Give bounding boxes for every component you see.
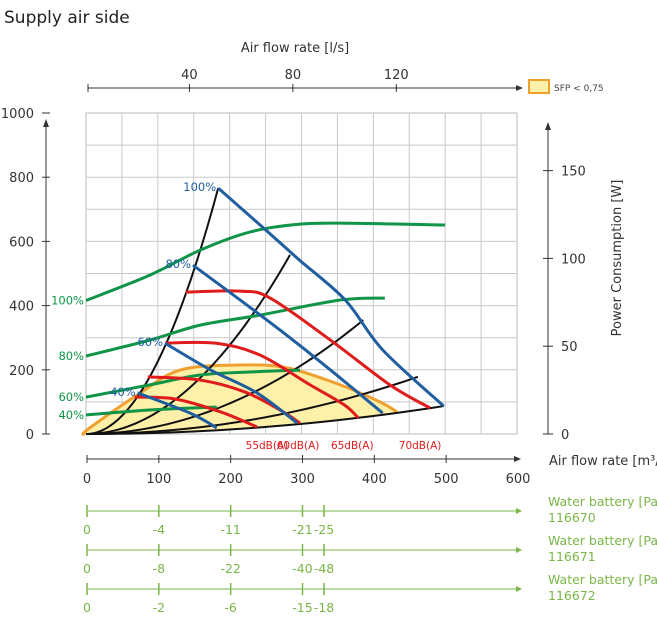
x-axis-label: Air flow rate [m³/h]	[549, 454, 657, 469]
water-battery-tick-label: -18	[314, 600, 334, 615]
water-battery-tick-label: -48	[314, 561, 334, 576]
x-axis-tick-label: 100	[146, 472, 171, 487]
water-battery-tick-label: -15	[292, 600, 312, 615]
sound-curve-label: 60dB(A)	[277, 440, 320, 452]
top-axis-arrow	[516, 85, 523, 91]
water-battery-axis-arrow	[516, 508, 522, 514]
sound-curve	[185, 289, 431, 410]
fan-curve	[164, 341, 299, 425]
left-axis-tick-label: 200	[9, 364, 34, 379]
water-battery-model: 116671	[548, 549, 596, 564]
fan-curve-label: 60%	[137, 335, 163, 349]
x-axis-tick-label: 400	[362, 472, 387, 487]
legend-swatch-sfp	[528, 79, 550, 94]
water-battery-axis-arrow	[516, 547, 522, 553]
left-axis-tick-label: 400	[9, 300, 34, 315]
fan-curve-label: 100%	[183, 180, 216, 194]
right-axis-tick-label: 50	[561, 340, 578, 355]
left-axis-arrow	[43, 119, 49, 127]
system-curve	[85, 405, 444, 435]
fan-curve	[137, 391, 218, 430]
water-battery-tick-label: 0	[83, 522, 91, 537]
top-axis-tick-label: 80	[285, 68, 302, 83]
right-axis-tick-label: 0	[561, 428, 569, 443]
fan-curve	[192, 263, 384, 415]
axes: 0 200 400 600 800 1000 0 50 100 150 40 80 120 0 100 200…	[1, 68, 657, 615]
left-axis-tick-label: 1000	[1, 107, 34, 122]
power-curve-label: 40%	[58, 408, 84, 422]
x-axis-arrow	[514, 456, 521, 462]
sound-curve-label: 55dB(A)	[246, 440, 289, 452]
sound-curve-label: 65dB(A)	[331, 440, 374, 452]
water-battery-tick-label: -21	[292, 522, 312, 537]
chart-title: Supply air side	[4, 8, 130, 28]
water-battery-tick-label: -2	[153, 600, 165, 615]
power-curve-label: 80%	[58, 349, 84, 363]
x-axis-tick-label: 200	[218, 472, 243, 487]
water-battery-tick-label: -6	[224, 600, 237, 615]
water-battery-model: 116670	[548, 510, 596, 525]
water-battery-tick-label: -8	[153, 561, 166, 576]
right-axis-tick-label: 150	[561, 165, 586, 180]
water-battery-tick-label: -22	[220, 561, 240, 576]
fan-curve-label: 40%	[110, 385, 136, 399]
water-battery-label: Water battery [Pa]	[548, 533, 657, 548]
power-curve	[85, 221, 446, 302]
top-axis-label: Air flow rate [l/s]	[241, 41, 349, 56]
sound-curve-label: 70dB(A)	[399, 440, 442, 452]
sound-curve	[164, 340, 360, 420]
left-axis-tick-label: 800	[9, 171, 34, 186]
power-curve-label: 60%	[58, 390, 84, 404]
x-axis-tick-label: 0	[83, 472, 91, 487]
water-battery-tick-label: 0	[83, 561, 91, 576]
system-curve	[85, 319, 364, 435]
system-curve	[85, 254, 291, 435]
fan-curve	[217, 186, 445, 408]
water-battery-tick-label: -25	[314, 522, 334, 537]
water-battery-label: Water battery [Pa]	[548, 572, 657, 587]
x-axis-tick-label: 600	[506, 472, 531, 487]
system-curve	[85, 187, 220, 435]
left-axis-tick-label: 0	[26, 428, 34, 443]
power-curve	[85, 368, 301, 399]
fan-curve-label: 80%	[165, 257, 191, 271]
water-battery-label: Water battery [Pa]	[548, 494, 657, 509]
power-curve-label: 100%	[51, 294, 84, 308]
sfp-boundary	[81, 363, 398, 436]
water-battery-axis-arrow	[516, 586, 522, 592]
right-axis-tick-label: 100	[561, 252, 586, 267]
water-battery-tick-label: -4	[153, 522, 166, 537]
water-battery-tick-label: 0	[83, 600, 91, 615]
left-axis-tick-label: 600	[9, 235, 34, 250]
water-battery-model: 116672	[548, 588, 596, 603]
legend-label-sfp: SFP < 0,75	[554, 84, 604, 94]
x-axis-tick-label: 300	[290, 472, 315, 487]
water-battery-tick-label: -11	[220, 522, 240, 537]
x-axis-tick-label: 500	[434, 472, 459, 487]
top-axis-tick-label: 120	[384, 68, 409, 83]
right-axis-label: Power Consumption [W]	[610, 180, 625, 337]
power-curve	[85, 405, 217, 417]
water-battery-tick-label: -40	[292, 561, 312, 576]
right-axis-arrow	[545, 122, 551, 130]
top-axis-tick-label: 40	[181, 68, 198, 83]
power-curve	[85, 296, 385, 358]
curves: 100% 80% 60% 40% 55dB(A)60dB(A) 65dB(A) 70dB(A…	[51, 180, 446, 452]
